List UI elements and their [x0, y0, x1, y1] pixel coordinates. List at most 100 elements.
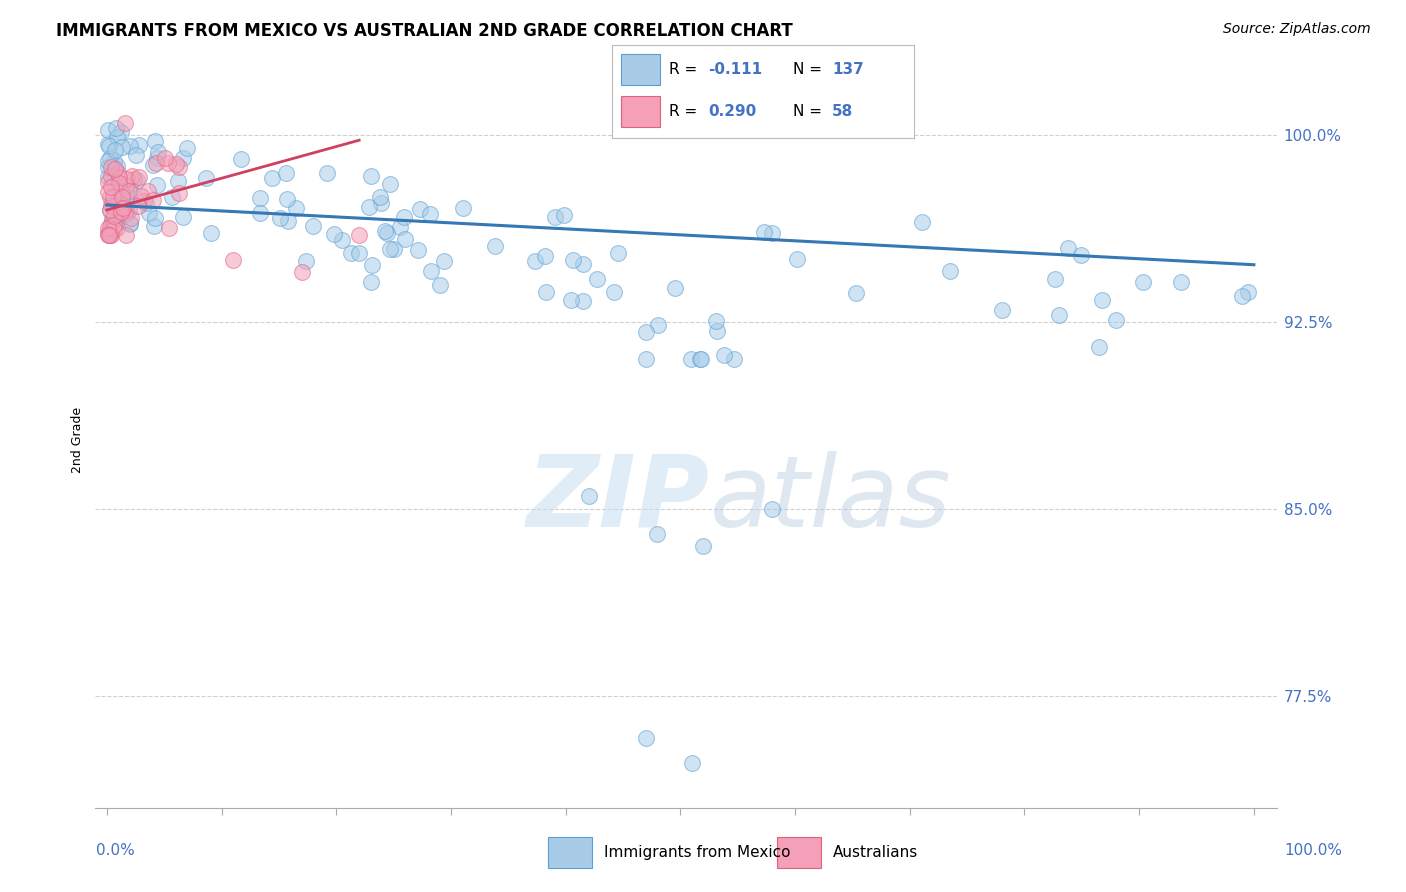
Point	[103, 211, 125, 226]
Point	[689, 352, 711, 367]
Point	[1230, 289, 1253, 303]
Point	[98, 222, 121, 236]
Point	[115, 202, 138, 217]
Point	[110, 125, 132, 139]
Point	[408, 202, 430, 216]
Text: N =: N =	[793, 62, 827, 77]
Point	[125, 148, 148, 162]
Point	[1070, 248, 1092, 262]
Point	[167, 186, 190, 200]
Point	[274, 165, 297, 179]
Point	[291, 265, 314, 279]
Point	[939, 263, 962, 277]
Point	[111, 186, 134, 200]
Text: Australians: Australians	[832, 846, 918, 860]
Point	[97, 160, 120, 174]
Text: 100.0%: 100.0%	[1285, 843, 1343, 858]
Point	[97, 153, 120, 168]
Point	[370, 196, 392, 211]
Point	[647, 318, 669, 332]
Point	[562, 253, 585, 268]
Point	[419, 207, 441, 221]
Point	[114, 116, 136, 130]
Point	[128, 169, 150, 184]
Point	[706, 324, 728, 338]
Point	[132, 194, 155, 208]
Point	[406, 243, 429, 257]
Point	[723, 352, 745, 367]
Point	[107, 165, 129, 179]
Point	[110, 205, 132, 219]
Point	[110, 183, 132, 197]
Point	[172, 211, 194, 225]
Point	[162, 190, 184, 204]
Point	[103, 161, 125, 176]
Point	[553, 208, 575, 222]
Point	[121, 169, 143, 184]
Point	[143, 219, 166, 234]
Point	[664, 281, 686, 295]
Point	[360, 275, 382, 289]
Point	[105, 159, 128, 173]
Point	[143, 134, 166, 148]
Point	[97, 227, 120, 242]
Text: -0.111: -0.111	[709, 62, 762, 77]
Point	[761, 227, 783, 241]
Point	[97, 169, 120, 184]
Point	[118, 184, 141, 198]
Point	[111, 204, 134, 219]
Text: N =: N =	[793, 104, 827, 119]
Text: 58: 58	[832, 104, 853, 119]
Point	[146, 151, 169, 165]
Point	[97, 136, 120, 151]
FancyBboxPatch shape	[620, 96, 659, 127]
Point	[284, 201, 307, 215]
Point	[167, 161, 190, 175]
Point	[1105, 312, 1128, 326]
Point	[145, 156, 167, 170]
Point	[165, 157, 187, 171]
Point	[97, 220, 120, 235]
Point	[111, 189, 134, 203]
Point	[647, 526, 669, 541]
Point	[101, 195, 124, 210]
Point	[323, 227, 346, 242]
Point	[378, 242, 401, 256]
Point	[382, 242, 405, 256]
Point	[98, 190, 121, 204]
Point	[114, 178, 136, 193]
Point	[704, 313, 727, 327]
Point	[194, 171, 217, 186]
Point	[433, 254, 456, 268]
Point	[394, 232, 416, 246]
Point	[97, 175, 120, 189]
Point	[524, 254, 547, 268]
Point	[97, 226, 120, 240]
Point	[361, 258, 384, 272]
Point	[103, 153, 125, 168]
Point	[114, 206, 136, 220]
Point	[98, 202, 121, 217]
Point	[544, 211, 567, 225]
Text: R =: R =	[669, 62, 702, 77]
Point	[118, 139, 141, 153]
Point	[536, 285, 558, 300]
Point	[103, 162, 125, 177]
Point	[98, 219, 121, 233]
Point	[115, 172, 138, 186]
Text: atlas: atlas	[710, 450, 952, 548]
Point	[103, 222, 125, 236]
Point	[1091, 293, 1114, 308]
Point	[107, 177, 129, 191]
Point	[142, 193, 165, 207]
Text: 0.0%: 0.0%	[96, 843, 135, 858]
Text: R =: R =	[669, 104, 702, 119]
Point	[157, 221, 180, 235]
Point	[98, 202, 121, 217]
Point	[374, 224, 396, 238]
Text: 0.290: 0.290	[709, 104, 756, 119]
Text: ZIP: ZIP	[527, 450, 710, 548]
Point	[316, 165, 339, 179]
Point	[118, 202, 141, 217]
Point	[910, 215, 932, 229]
